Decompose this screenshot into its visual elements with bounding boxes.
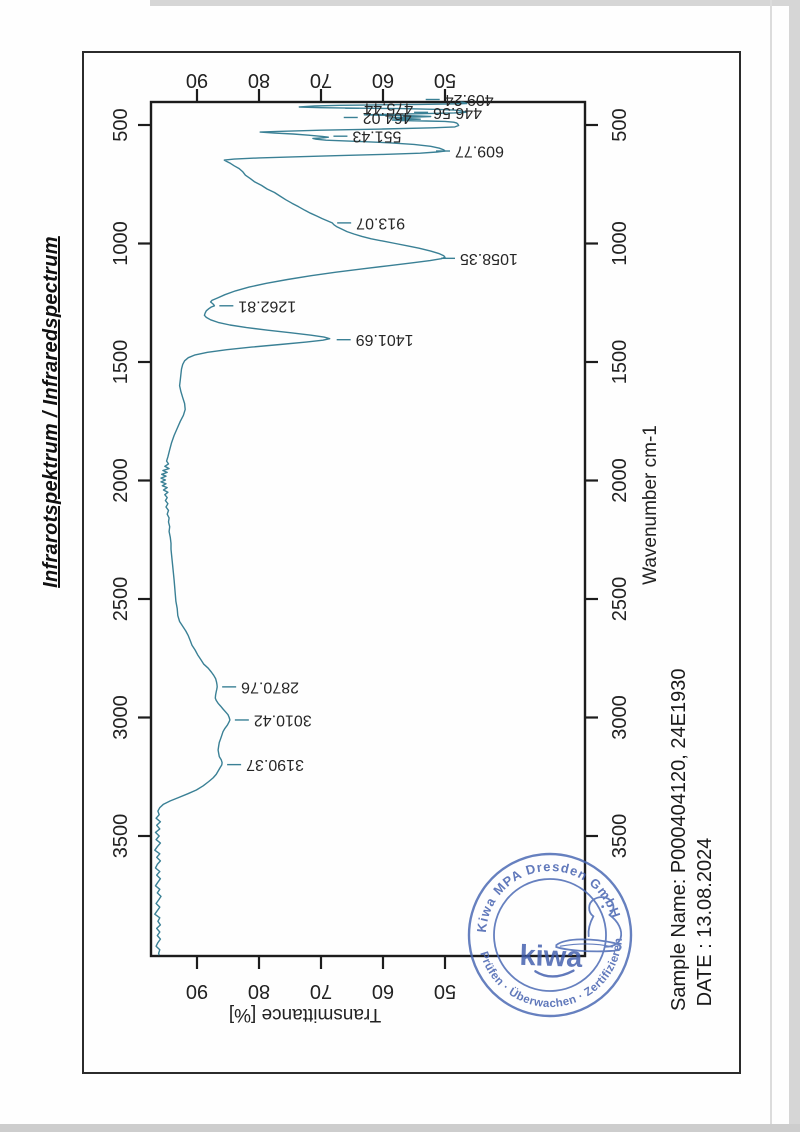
sample-name-text: Sample Name: P000404120, 24E1930 — [668, 668, 690, 1011]
date-text: DATE : 13.08.2024 — [694, 837, 716, 1007]
wavenumber-tick-label-right: 1000 — [609, 221, 631, 266]
wavenumber-axis-title: Wavenumber cm-1 — [640, 425, 661, 585]
wavenumber-tick-label-left: 2500 — [110, 577, 132, 622]
transmittance-tick-label-top: 80 — [248, 69, 270, 91]
kiwa-swoosh — [534, 969, 575, 978]
stamp-inner-circle — [493, 878, 607, 992]
peak-label: 551.43 — [352, 128, 401, 145]
transmittance-tick-label-top: 90 — [186, 69, 208, 91]
wavenumber-tick-label-right: 2000 — [609, 458, 631, 503]
wavenumber-tick-label-left: 500 — [110, 108, 132, 141]
wavenumber-tick-label-left: 3500 — [110, 814, 132, 859]
kiwa-beaver-eye — [601, 905, 605, 909]
transmittance-tick-label-top: 60 — [372, 69, 394, 91]
peak-label: 913.07 — [356, 214, 405, 231]
transmittance-tick-label-bottom: 80 — [248, 980, 270, 1002]
kiwa-beaver-icon — [559, 943, 613, 948]
wavenumber-tick-label-left: 2000 — [110, 458, 132, 503]
peak-label: 3190.37 — [246, 756, 304, 773]
stamp-kiwa-wordmark: kiwa — [519, 940, 584, 974]
peak-label: 609.77 — [455, 143, 504, 160]
stamp-center-group: kiwa — [519, 896, 623, 978]
scan-edge-top — [150, 0, 800, 6]
stamp-top-text: Kiwa MPA Dresden GmbH — [467, 851, 624, 934]
peak-label: 446.56 — [433, 104, 482, 121]
transmittance-tick-label-bottom: 70 — [310, 980, 332, 1002]
peak-label: 1262.81 — [238, 297, 296, 314]
kiwa-beaver-icon — [555, 938, 622, 953]
wavenumber-tick-label-right: 2500 — [609, 577, 631, 622]
transmittance-tick-label-bottom: 50 — [434, 980, 456, 1002]
kiwa-beaver-icon — [587, 915, 595, 938]
kiwa-beaver-icon — [588, 896, 615, 918]
peak-label: 3010.42 — [254, 711, 312, 728]
scan-edge-bottom — [0, 1124, 800, 1132]
wavenumber-tick-label-right: 3500 — [609, 814, 631, 859]
plot-frame — [149, 100, 587, 958]
peak-label: 409.24 — [445, 91, 494, 108]
transmittance-tick-label-top: 50 — [434, 69, 456, 91]
transmittance-tick-label-bottom: 60 — [372, 980, 394, 1002]
wavenumber-tick-label-right: 3000 — [609, 695, 631, 740]
peak-label: 2870.76 — [241, 678, 299, 695]
transmittance-axis-title: Transmittance [%] — [228, 1004, 382, 1025]
wavenumber-tick-label-left: 1000 — [110, 221, 132, 266]
transmittance-tick-label-bottom: 90 — [186, 980, 208, 1002]
wavenumber-tick-label-left: 1500 — [110, 340, 132, 385]
wavenumber-tick-label-left: 3000 — [110, 695, 132, 740]
peak-label: 475.44 — [364, 100, 413, 117]
scan-edge-right — [789, 0, 800, 1132]
spectrum-curve — [154, 101, 468, 956]
transmittance-tick-label-top: 70 — [310, 69, 332, 91]
peak-label: 464.02 — [363, 109, 412, 126]
paper-edge-line — [770, 0, 772, 1132]
stamp-outer-circle — [467, 852, 633, 1018]
peak-label: 1401.69 — [356, 331, 414, 348]
wavenumber-tick-label-right: 500 — [609, 108, 631, 141]
page-title: Infrarotspektrum / Infraredspectrum — [40, 236, 62, 588]
peak-label: 1058.35 — [460, 250, 518, 267]
page-border — [82, 51, 741, 1074]
wavenumber-tick-label-right: 1500 — [609, 340, 631, 385]
